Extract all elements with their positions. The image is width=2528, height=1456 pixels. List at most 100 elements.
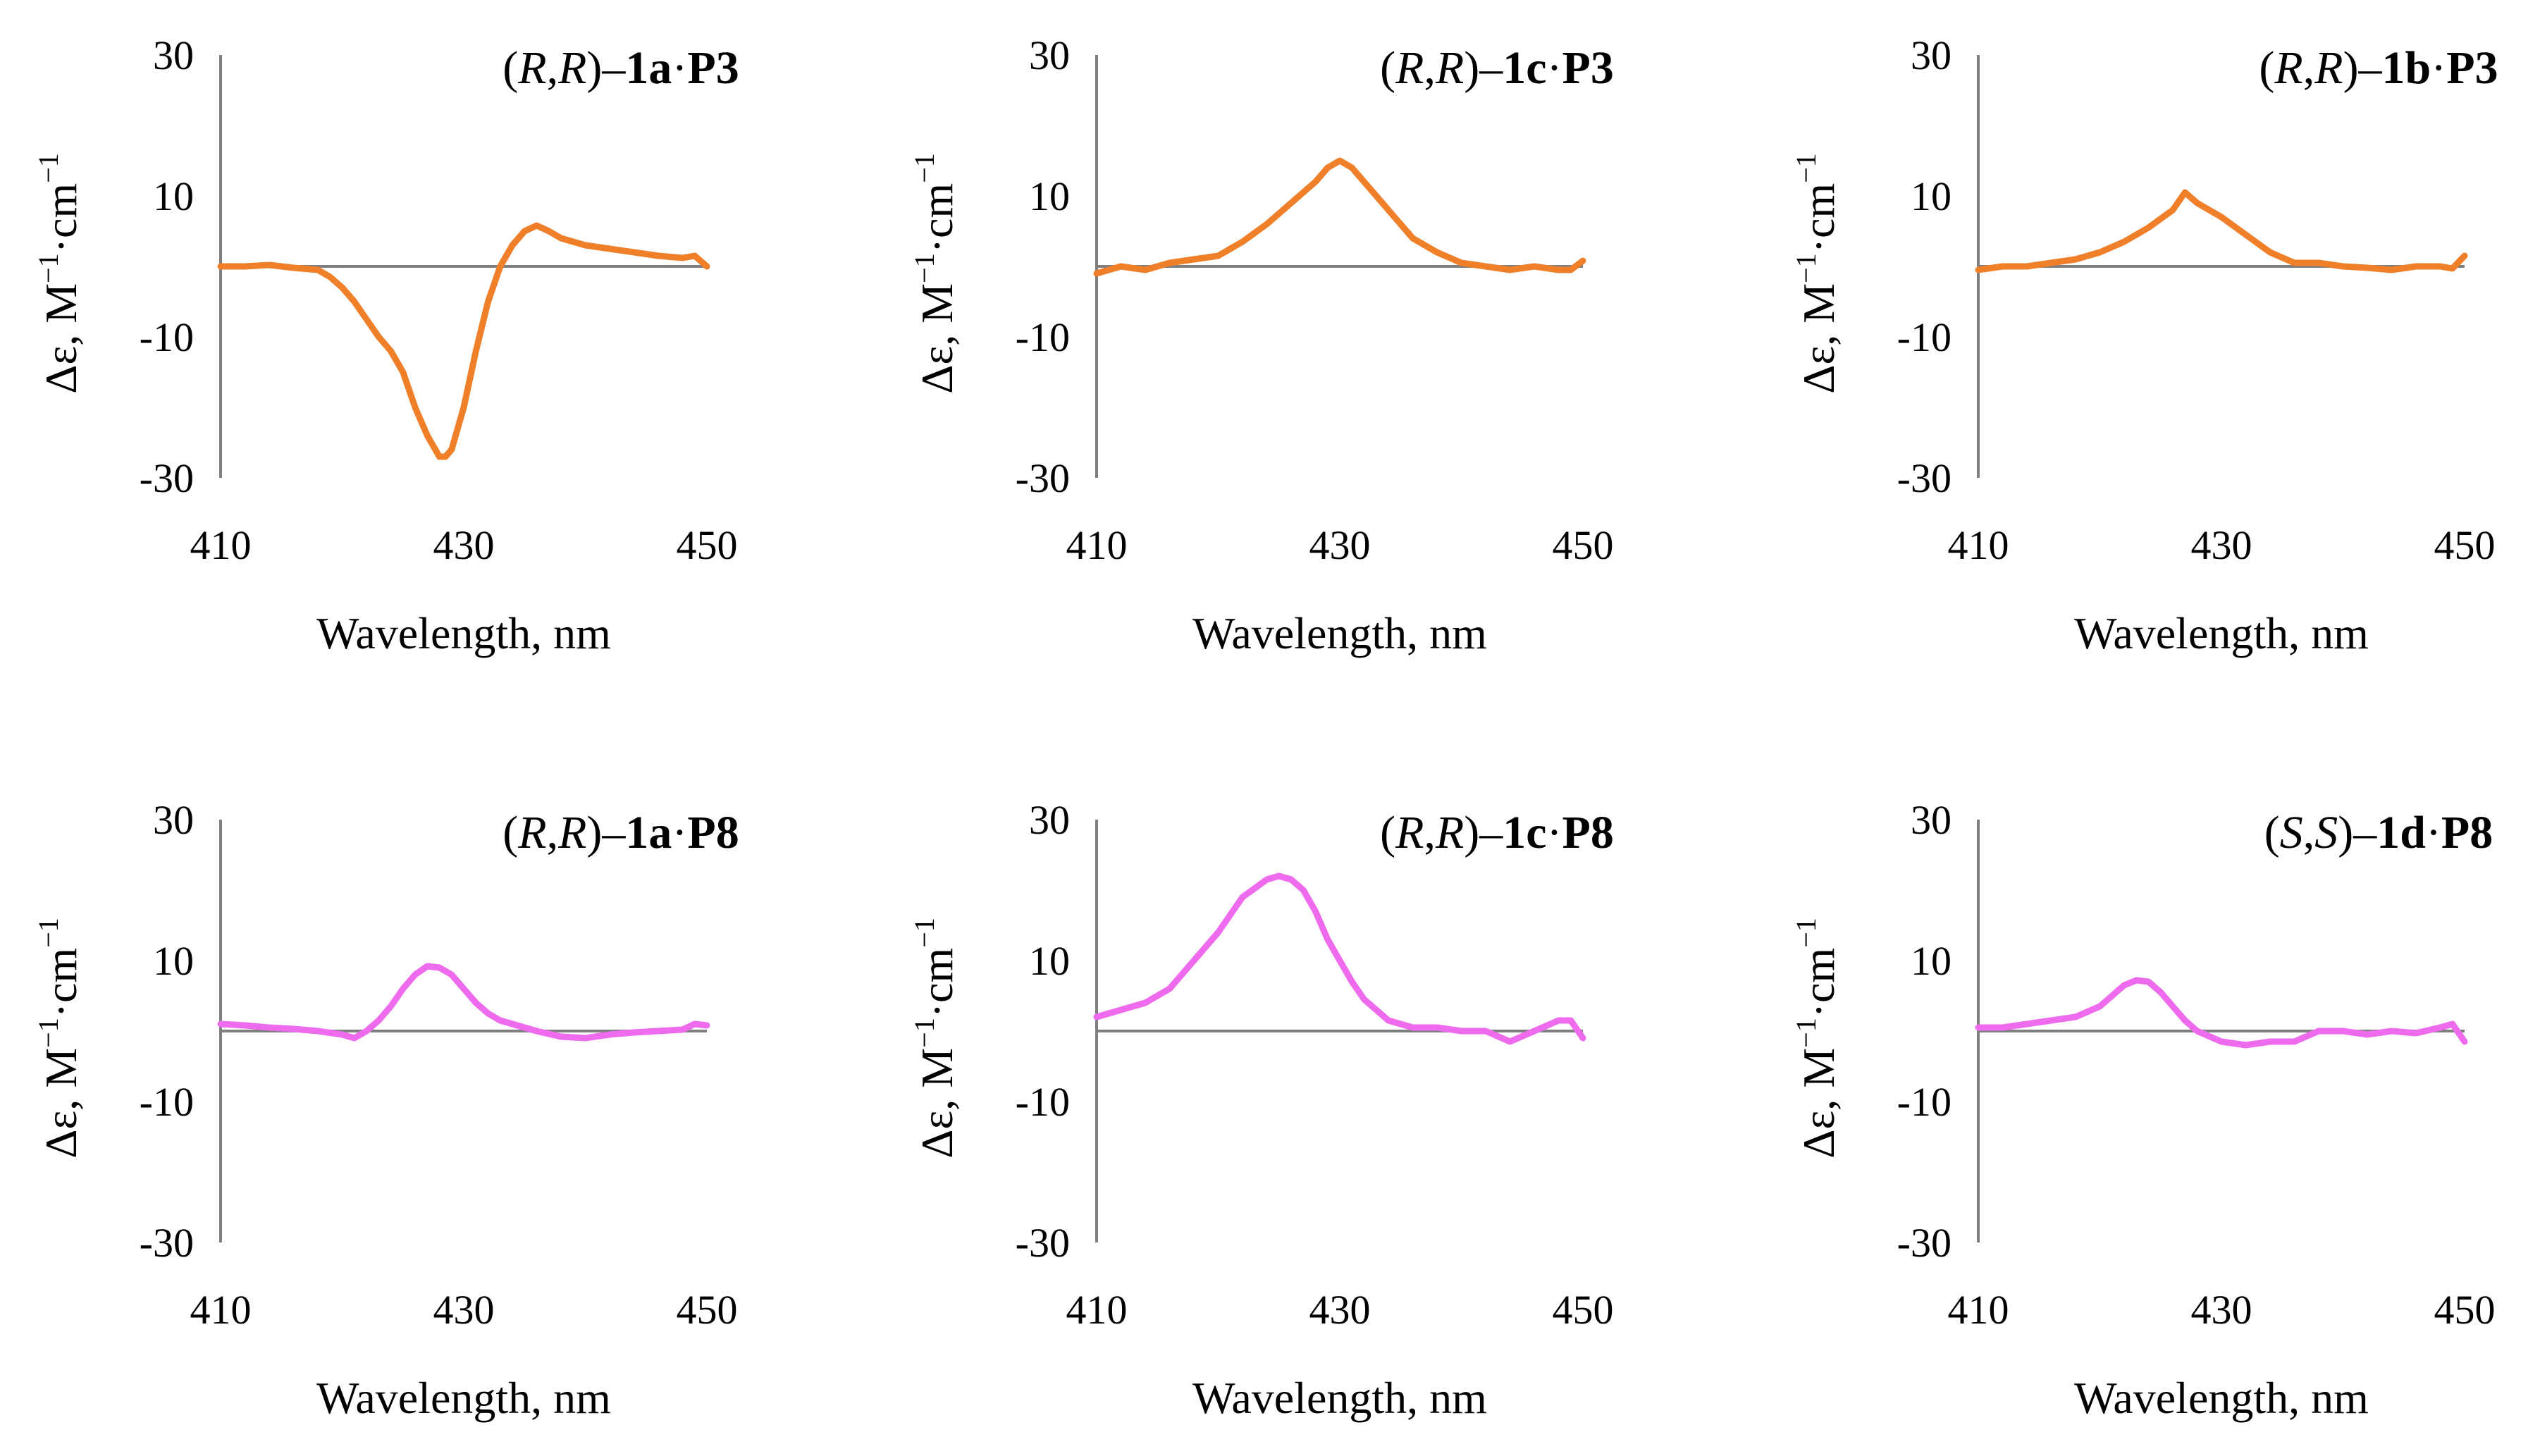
chart-title-part: 1b — [2382, 42, 2431, 94]
chart-title-part: R — [557, 42, 586, 94]
chart-title-part: · — [672, 42, 687, 94]
chart-title: (S,S)–1d·P8 — [2264, 807, 2493, 858]
chart-title-part: ( — [1380, 807, 1395, 858]
series-line — [1975, 977, 2468, 1049]
y-tick-label: 30 — [1911, 797, 1952, 843]
y-axis-label-superscript: −1 — [1790, 1018, 1822, 1048]
chart-title-part: P8 — [1562, 807, 1614, 858]
series-line — [1975, 189, 2468, 273]
chart-title-part: )– — [1464, 42, 1503, 94]
x-axis-label: Wavelength, nm — [2074, 608, 2369, 658]
y-axis-label-superscript: −1 — [32, 253, 64, 283]
series-line — [1093, 872, 1586, 1045]
y-tick-label: -30 — [1897, 455, 1952, 501]
x-axis-label: Wavelength, nm — [2074, 1373, 2369, 1423]
x-tick-label: 430 — [2191, 522, 2252, 568]
x-tick-label: 450 — [2434, 1287, 2496, 1333]
y-tick-label: 10 — [1911, 173, 1952, 219]
y-tick-label: 30 — [153, 32, 194, 78]
y-axis-label-superscript: −1 — [32, 153, 64, 183]
chart-title-part: )– — [586, 807, 626, 858]
chart-title-part: · — [2426, 807, 2441, 858]
x-tick-label: 430 — [2191, 1287, 2252, 1333]
y-tick-label: 30 — [1029, 797, 1070, 843]
chart-title: (R,R)–1b·P3 — [2259, 42, 2498, 94]
chart-title-part: , — [2303, 42, 2315, 94]
chart-title-part: P8 — [2441, 807, 2493, 858]
chart-title-part: , — [547, 42, 559, 94]
y-axis-label-part: Δε, M — [1794, 1048, 1844, 1159]
x-tick-label: 450 — [2434, 522, 2496, 568]
chart-title-part: R — [1435, 807, 1464, 858]
y-axis-label-superscript: −1 — [908, 918, 940, 948]
chart-title-part: 1c — [1503, 42, 1546, 94]
chart-title-part: R — [557, 807, 586, 858]
x-tick-label: 430 — [1309, 522, 1371, 568]
y-axis-label-superscript: −1 — [908, 253, 940, 283]
y-axis-label: Δε, M−1·cm−1 — [32, 153, 86, 394]
chart-title-part: )– — [2343, 42, 2383, 94]
chart-title: (R,R)–1a·P3 — [502, 42, 739, 94]
chart-title-part: R — [2314, 42, 2343, 94]
chart-title: (R,R)–1a·P8 — [502, 807, 739, 858]
chart-title: (R,R)–1c·P8 — [1380, 807, 1614, 858]
y-tick-label: 30 — [1911, 32, 1952, 78]
x-tick-label: 450 — [677, 522, 738, 568]
chart-title-part: · — [1547, 42, 1562, 94]
y-axis-label: Δε, M−1·cm−1 — [1790, 153, 1844, 394]
chart-title-part: P8 — [687, 807, 739, 858]
chart-title-part: 1d — [2376, 807, 2426, 858]
series-line — [217, 222, 710, 460]
y-tick-label: 10 — [153, 173, 194, 219]
chart-title-part: P3 — [687, 42, 739, 94]
chart-title-part: ( — [1380, 42, 1395, 94]
y-tick-label: 10 — [1029, 173, 1070, 219]
y-axis-label-superscript: −1 — [32, 1018, 64, 1048]
y-tick-label: -30 — [140, 455, 194, 501]
y-tick-label: -10 — [1016, 1079, 1070, 1125]
chart-title-part: )– — [586, 42, 626, 94]
y-tick-label: -30 — [1016, 1220, 1070, 1266]
chart-title-part: R — [2274, 42, 2302, 94]
chart-title-part: R — [517, 807, 546, 858]
x-tick-label: 410 — [1948, 522, 2009, 568]
chart-title-part: · — [2431, 42, 2446, 94]
y-tick-label: 10 — [1029, 938, 1070, 984]
chart-title-part: R — [1435, 42, 1464, 94]
series-line — [1093, 157, 1586, 277]
y-axis-label: Δε, M−1·cm−1 — [908, 918, 962, 1159]
y-axis-label: Δε, M−1·cm−1 — [908, 153, 962, 394]
x-tick-label: 450 — [677, 1287, 738, 1333]
x-axis-label: Wavelength, nm — [316, 1373, 611, 1423]
x-tick-label: 410 — [1948, 1287, 2009, 1333]
chart-title-part: ( — [502, 42, 518, 94]
y-axis-label-part: Δε, M — [912, 1048, 962, 1159]
x-axis-label: Wavelength, nm — [1192, 1373, 1487, 1423]
y-tick-label: -10 — [1897, 1079, 1952, 1125]
y-axis-label-part: ·cm — [36, 948, 86, 1018]
chart-title-part: R — [517, 42, 546, 94]
chart-title-part: , — [2303, 807, 2315, 858]
y-tick-label: -10 — [140, 1079, 194, 1125]
chart-title-part: 1a — [625, 42, 672, 94]
series-line — [217, 963, 710, 1042]
chart-title-part: P3 — [1562, 42, 1614, 94]
x-tick-label: 410 — [1066, 1287, 1128, 1333]
y-tick-label: -10 — [1897, 314, 1952, 360]
y-axis-label-part: Δε, M — [36, 283, 86, 394]
x-axis-label: Wavelength, nm — [316, 608, 611, 658]
chart-title-part: ( — [502, 807, 518, 858]
chart-title-part: S — [2314, 807, 2338, 858]
y-axis-label-superscript: −1 — [908, 153, 940, 183]
x-axis-label: Wavelength, nm — [1192, 608, 1487, 658]
y-tick-label: 10 — [153, 938, 194, 984]
chart-title-part: P3 — [2446, 42, 2498, 94]
y-axis-label-superscript: −1 — [1790, 153, 1822, 183]
chart-title-part: ( — [2264, 807, 2280, 858]
y-tick-label: -10 — [140, 314, 194, 360]
